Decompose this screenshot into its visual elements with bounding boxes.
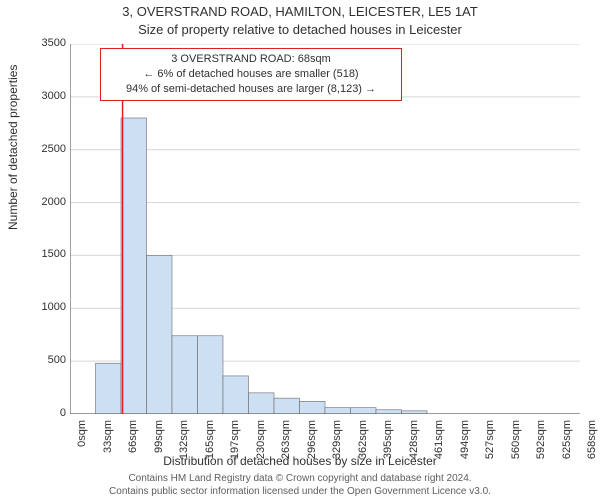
annotation-box: 3 OVERSTRAND ROAD: 68sqm ← 6% of detache… bbox=[100, 48, 402, 101]
chart-container: 3, OVERSTRAND ROAD, HAMILTON, LEICESTER,… bbox=[0, 0, 600, 500]
footer-line-1: Contains HM Land Registry data © Crown c… bbox=[0, 473, 600, 486]
footer-line-2: Contains public sector information licen… bbox=[0, 486, 600, 499]
title-line-1: 3, OVERSTRAND ROAD, HAMILTON, LEICESTER,… bbox=[0, 4, 600, 19]
y-tick: 0 bbox=[26, 407, 66, 419]
y-tick: 500 bbox=[26, 354, 66, 366]
y-tick: 1500 bbox=[26, 248, 66, 260]
y-axis-label: Number of detached properties bbox=[6, 65, 20, 230]
annotation-line-1: 3 OVERSTRAND ROAD: 68sqm bbox=[109, 52, 393, 67]
x-axis-label: Distribution of detached houses by size … bbox=[0, 454, 600, 468]
y-tick: 3000 bbox=[26, 90, 66, 102]
annotation-line-2: ← 6% of detached houses are smaller (518… bbox=[109, 67, 393, 82]
footer-text: Contains HM Land Registry data © Crown c… bbox=[0, 473, 600, 498]
y-tick: 2500 bbox=[26, 143, 66, 155]
y-tick: 1000 bbox=[26, 301, 66, 313]
title-line-2: Size of property relative to detached ho… bbox=[0, 22, 600, 37]
annotation-line-3: 94% of semi-detached houses are larger (… bbox=[109, 82, 393, 97]
y-tick: 2000 bbox=[26, 196, 66, 208]
y-tick: 3500 bbox=[26, 37, 66, 49]
